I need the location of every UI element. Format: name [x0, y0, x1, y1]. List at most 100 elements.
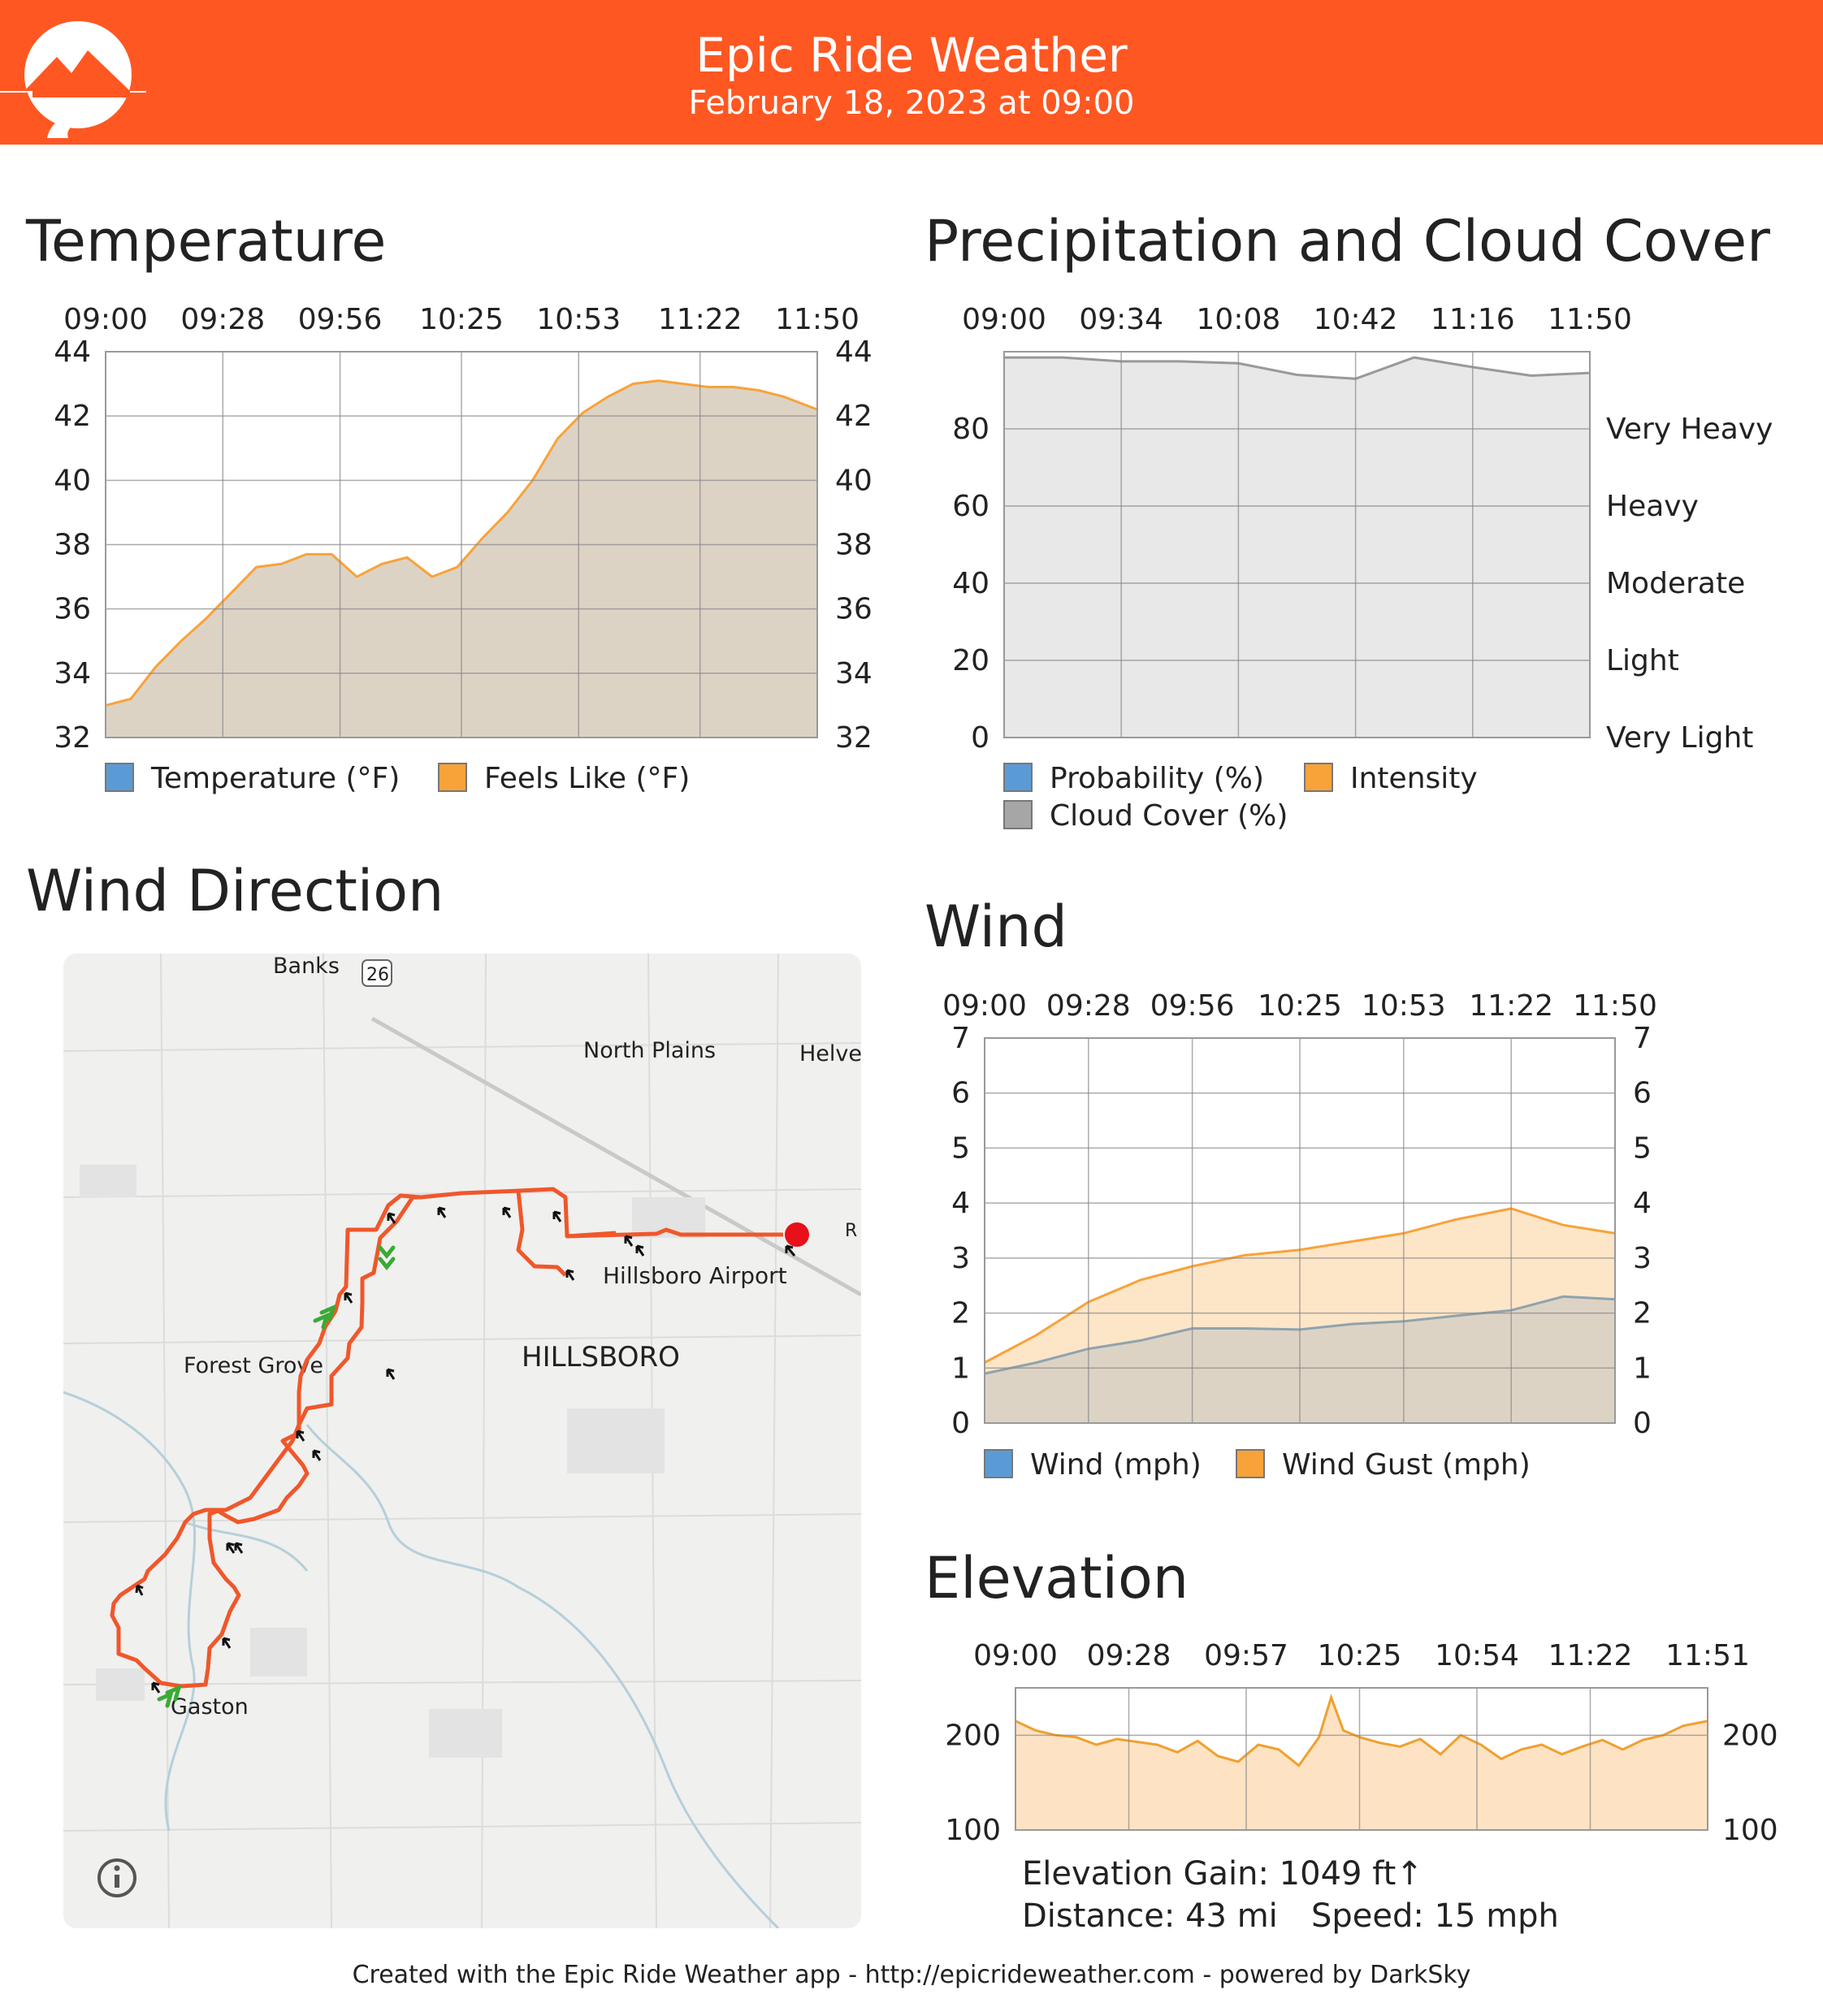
temperature-y2-tick-label: 44 [835, 335, 873, 369]
wind-y2-tick-label: 4 [1633, 1187, 1652, 1220]
wind-x-tick-label: 11:50 [1573, 989, 1657, 1023]
wind-y2-tick-label: 5 [1633, 1131, 1652, 1165]
wind-legend-swatch [1236, 1449, 1265, 1478]
temperature-series-0-area [106, 380, 817, 738]
temperature-y2-tick-label: 32 [835, 721, 873, 755]
precipitation-y-tick-label: 20 [952, 644, 989, 677]
wind-legend-label: Wind (mph) [1030, 1448, 1202, 1482]
precipitation-legend-label: Intensity [1350, 762, 1478, 795]
temperature-legend-label: Temperature (°F) [150, 762, 400, 795]
temperature-y-tick-label: 40 [54, 464, 91, 497]
temperature-y-tick-label: 34 [54, 657, 91, 690]
elevation-x-tick-label: 11:51 [1665, 1639, 1750, 1672]
precipitation-legend-swatch [1003, 800, 1033, 829]
wind-y2-tick-label: 1 [1633, 1352, 1652, 1385]
wind-y2-tick-label: 0 [1633, 1407, 1652, 1440]
precipitation-title: Precipitation and Cloud Cover [924, 208, 1770, 275]
precipitation-legend-label: Probability (%) [1050, 762, 1264, 795]
app-header: Epic Ride Weather February 18, 2023 at 0… [0, 0, 1823, 145]
temperature-legend-label: Feels Like (°F) [484, 762, 690, 795]
elevation-y2-tick-label: 200 [1722, 1719, 1778, 1752]
elevation-y2-tick-label: 100 [1722, 1814, 1778, 1847]
precipitation-y-tick-label: 0 [971, 721, 989, 755]
temperature-y2-tick-label: 42 [835, 400, 873, 433]
map-label-r: R [845, 1221, 857, 1241]
elevation-x-tick-label: 10:25 [1318, 1639, 1402, 1672]
precipitation-y-tick-label: 40 [952, 567, 989, 600]
precipitation-series-0-area [1004, 357, 1590, 738]
temperature-x-tick-label: 09:28 [180, 303, 265, 336]
wind-y2-tick-label: 7 [1633, 1022, 1652, 1055]
wind-arrows [135, 1206, 796, 1694]
wind-y-tick-label: 0 [951, 1407, 970, 1440]
wind-legend-label: Wind Gust (mph) [1282, 1448, 1531, 1482]
precipitation-x-tick-label: 09:00 [962, 303, 1046, 336]
precipitation-x-tick-label: 11:16 [1431, 303, 1515, 336]
map-label-north-plains: North Plains [583, 1038, 716, 1063]
wind-y2-tick-label: 3 [1633, 1242, 1652, 1275]
precipitation-x-tick-label: 09:34 [1079, 303, 1163, 336]
temperature-legend-swatch [438, 763, 467, 792]
precipitation-series-0-line [1004, 356, 1591, 380]
precipitation-legend-label: Cloud Cover (%) [1050, 799, 1288, 833]
info-icon[interactable] [97, 1858, 136, 1897]
elevation-x-tick-label: 10:54 [1435, 1639, 1519, 1672]
footer-credit: Created with the Epic Ride Weather app -… [352, 1961, 1471, 1989]
route-end-marker [785, 1222, 809, 1247]
wind-y-tick-label: 3 [951, 1242, 970, 1275]
temperature-x-tick-label: 11:22 [658, 303, 743, 336]
wind-frame [984, 1037, 1616, 1424]
elevation-y-tick-label: 200 [945, 1719, 1001, 1752]
route-shield-label: 26 [366, 965, 389, 985]
temperature-y2-tick-label: 40 [835, 464, 873, 497]
wind-y2-tick-label: 6 [1633, 1077, 1652, 1110]
temperature-y-tick-label: 36 [54, 593, 91, 626]
wind-x-tick-label: 09:00 [942, 989, 1027, 1023]
temperature-x-tick-label: 11:50 [775, 303, 860, 336]
wind-x-tick-label: 09:28 [1046, 989, 1131, 1023]
elevation-y-tick-label: 100 [945, 1814, 1001, 1847]
temperature-x-tick-label: 09:56 [298, 303, 383, 336]
elevation-series-0-area [1015, 1697, 1708, 1830]
wind-y-tick-label: 6 [951, 1077, 970, 1110]
logo-mountain-road-icon [0, 21, 146, 138]
map-label-banks: Banks [273, 954, 340, 979]
temperature-title: Temperature [26, 208, 387, 275]
temperature-y2-tick-label: 34 [835, 657, 873, 690]
report-date: February 18, 2023 at 09:00 [688, 84, 1135, 122]
wind-y2-tick-label: 2 [1633, 1297, 1652, 1330]
route-line [110, 1187, 783, 1689]
map-label-hillsboro: HILLSBORO [522, 1341, 680, 1374]
temperature-legend-swatch [105, 763, 134, 792]
elevation-x-tick-label: 09:28 [1087, 1639, 1171, 1672]
elevation-frame [1015, 1687, 1708, 1831]
precipitation-intensity-label: Heavy [1606, 490, 1699, 523]
map-label-gaston: Gaston [171, 1694, 249, 1720]
wind-y-tick-label: 1 [951, 1352, 970, 1385]
elevation-x-tick-label: 09:57 [1204, 1639, 1288, 1672]
precipitation-x-tick-label: 11:50 [1548, 303, 1632, 336]
wind-x-tick-label: 09:56 [1150, 989, 1235, 1023]
wind-y-tick-label: 5 [951, 1131, 970, 1165]
precipitation-intensity-label: Very Light [1606, 721, 1753, 755]
wind-x-tick-label: 11:22 [1469, 989, 1553, 1023]
map-label-hillsboro-airport: Hillsboro Airport [603, 1262, 787, 1289]
distance: Distance: 43 mi [1022, 1897, 1278, 1935]
map-label-helvetia: Helve [799, 1041, 861, 1066]
temperature-x-tick-label: 10:25 [419, 303, 504, 336]
wind-direction-map[interactable]: Banks 26 North Plains Helve R Hillsboro … [63, 954, 861, 1928]
temperature-y-tick-label: 42 [54, 400, 91, 433]
precipitation-frame [1003, 351, 1591, 738]
elevation-x-tick-label: 09:00 [973, 1639, 1058, 1672]
precipitation-legend-swatch [1003, 763, 1033, 792]
elevation-series-0-line [1015, 1693, 1708, 1767]
wind-y-tick-label: 2 [951, 1297, 970, 1330]
wind-y-tick-label: 7 [951, 1022, 970, 1055]
speed: Speed: 15 mph [1311, 1897, 1559, 1935]
precipitation-intensity-label: Very Heavy [1606, 413, 1773, 446]
start-chevrons [157, 1245, 396, 1708]
app-title: Epic Ride Weather [695, 28, 1128, 83]
precipitation-intensity-label: Moderate [1606, 567, 1745, 600]
precipitation-y-tick-label: 80 [952, 413, 989, 446]
temperature-y2-tick-label: 38 [835, 529, 873, 562]
